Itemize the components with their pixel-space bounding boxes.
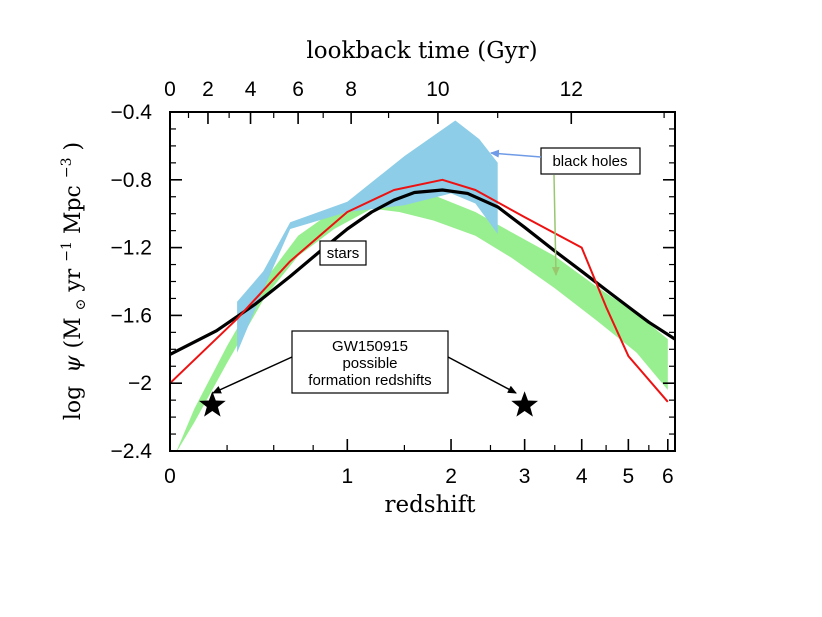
top-axis-title: lookback time (Gyr) [306, 38, 537, 64]
star-marker [199, 391, 226, 417]
markers-layer [199, 391, 538, 417]
stars-label: stars [327, 245, 360, 262]
y-title-sun: ⊙ [73, 299, 89, 311]
gw-label-line1: GW150915 [332, 338, 408, 355]
y-tick-label: −2.4 [111, 440, 153, 463]
top-tick-label: 4 [245, 78, 257, 101]
x-tick-label: 5 [623, 465, 635, 488]
x-tick-label: 1 [341, 465, 353, 488]
gw-arrow-left [212, 356, 293, 394]
x-tick-label: 0 [164, 465, 176, 488]
star-marker [511, 391, 538, 417]
lines-layer [170, 178, 675, 403]
y-title-mpc: Mpc [61, 185, 86, 234]
y-axis-title: log ψ (M ⊙ yr −1 Mpc −3 ) [52, 142, 91, 420]
x-tick-label: 3 [519, 465, 531, 488]
bottom-axis-title: redshift [384, 492, 476, 518]
series-line-black-holes-fit [170, 178, 669, 403]
top-tick-label: 6 [292, 78, 304, 101]
y-tick-label: −2 [128, 372, 152, 395]
top-tick-label: 12 [560, 78, 583, 101]
svg-text:log ψ (M ⊙: log ψ (M ⊙ yr −1 Mpc −3 ) [52, 142, 91, 420]
stars-band-arrow [551, 174, 560, 276]
y-tick-label: −1.2 [111, 237, 152, 260]
series-line-stars-fit [170, 188, 675, 356]
stars-label-box [319, 240, 367, 266]
top-tick-label: 2 [202, 78, 214, 101]
gw-label-line2: possible [342, 355, 397, 372]
y-title-psi: ψ [61, 355, 86, 373]
gw-label-line3: formation redshifts [308, 372, 431, 389]
top-tick-label: 8 [345, 78, 357, 101]
y-title-yr: yr [61, 268, 86, 292]
y-title-mpc-exp: −3 [59, 157, 75, 178]
y-tick-label: −0.4 [111, 101, 153, 124]
band-black-holes-data-band [237, 120, 498, 353]
annotations: black holes stars GW150915 possible form… [212, 147, 641, 394]
y-title-yr-exp: −1 [59, 241, 75, 262]
gw-label-box [291, 330, 449, 394]
black-holes-label-box [540, 147, 641, 175]
y-title-close: ) [61, 142, 86, 151]
y-title-open: (M [61, 317, 86, 348]
black-holes-arrow [490, 149, 542, 158]
x-tick-label: 2 [445, 465, 457, 488]
top-tick-label: 0 [164, 78, 176, 101]
top-tick-label: 10 [426, 78, 449, 101]
y-title-log: log [61, 386, 86, 420]
tick-labels-layer: 0 1 2 3 4 5 6−0.4−0.8−1.2−1.6−2−2.40 2 4 6 8 10 12 [111, 78, 674, 488]
x-tick-label: 6 [662, 465, 674, 488]
y-tick-label: −1.6 [111, 304, 152, 327]
ticks-layer [169, 111, 675, 452]
y-tick-label: −0.8 [111, 169, 152, 192]
x-tick-label: 4 [576, 465, 588, 488]
gw-arrow-right [447, 356, 517, 394]
black-holes-label: black holes [552, 153, 627, 170]
